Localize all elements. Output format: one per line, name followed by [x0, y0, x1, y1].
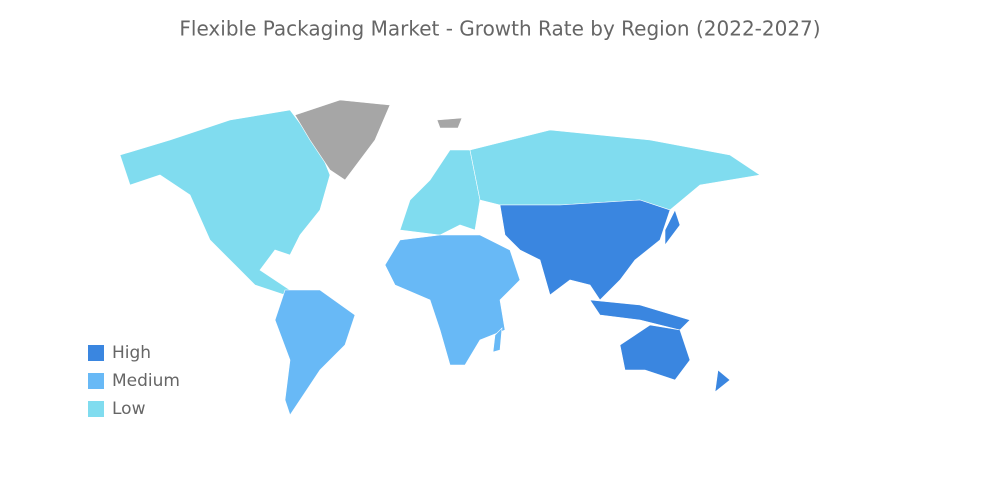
legend-swatch	[88, 373, 104, 389]
region	[619, 324, 691, 381]
world-map	[119, 99, 761, 416]
legend: High Medium Low	[88, 343, 180, 419]
legend-swatch	[88, 401, 104, 417]
region	[119, 109, 331, 296]
region	[274, 289, 356, 416]
region	[469, 129, 761, 211]
legend-swatch	[88, 345, 104, 361]
region	[399, 149, 481, 236]
legend-label: High	[112, 343, 151, 363]
region	[589, 299, 691, 331]
region	[499, 199, 671, 301]
region-no-data	[294, 99, 391, 181]
region	[714, 369, 731, 393]
region-no-data	[436, 117, 463, 129]
region	[492, 327, 503, 353]
region	[384, 234, 521, 366]
chart-title: Flexible Packaging Market - Growth Rate …	[179, 17, 820, 41]
legend-label: Medium	[112, 371, 180, 391]
region	[664, 209, 681, 246]
legend-label: Low	[112, 399, 146, 419]
